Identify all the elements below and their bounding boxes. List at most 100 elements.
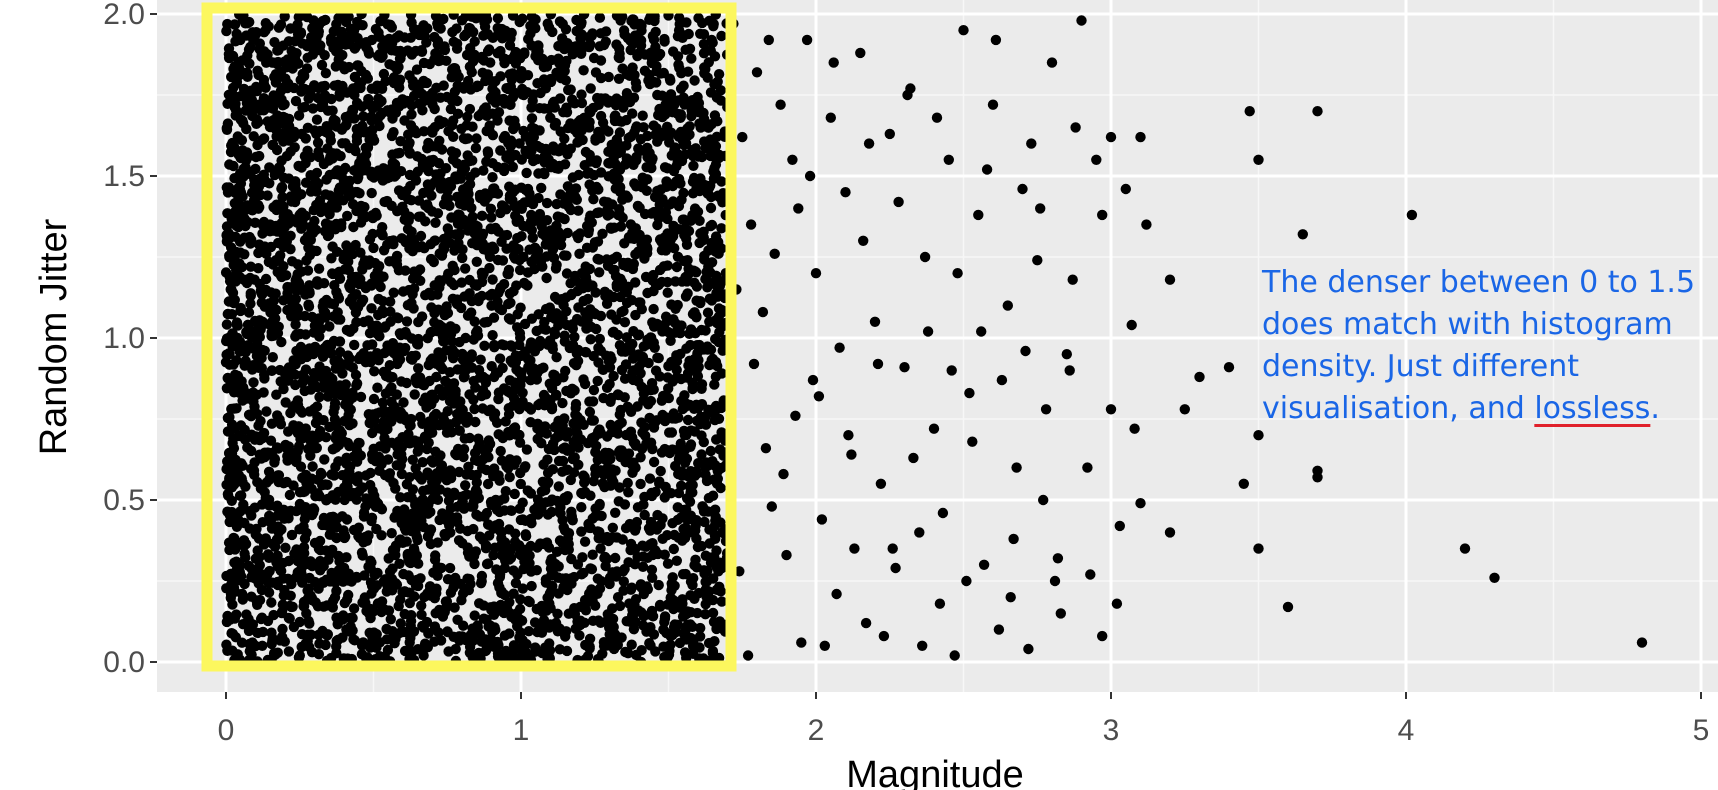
data-point xyxy=(638,122,649,133)
data-point xyxy=(479,317,490,328)
data-point xyxy=(639,49,651,60)
data-point xyxy=(373,293,384,305)
data-point xyxy=(662,287,673,298)
data-point xyxy=(276,524,287,535)
data-point xyxy=(664,137,675,148)
data-point xyxy=(372,598,384,609)
data-point xyxy=(713,152,725,164)
data-point xyxy=(311,167,323,179)
data-point xyxy=(464,389,475,400)
data-point xyxy=(537,261,548,272)
data-point xyxy=(673,25,685,36)
data-point xyxy=(488,183,499,194)
data-point xyxy=(684,355,695,366)
data-point xyxy=(277,192,288,203)
data-point xyxy=(664,103,675,114)
data-point xyxy=(716,223,727,234)
data-point xyxy=(330,532,342,543)
data-point xyxy=(684,121,695,132)
data-point xyxy=(278,295,289,306)
data-point xyxy=(336,389,347,401)
data-point xyxy=(254,278,265,290)
data-point xyxy=(522,183,534,195)
data-point xyxy=(547,158,559,170)
data-point xyxy=(417,105,428,116)
data-point xyxy=(659,611,671,622)
data-points xyxy=(220,8,1648,668)
data-point xyxy=(230,206,241,217)
data-point xyxy=(670,460,681,472)
data-point xyxy=(638,551,649,562)
data-point xyxy=(395,53,406,64)
data-point xyxy=(707,607,719,619)
data-point xyxy=(593,207,605,218)
data-point xyxy=(658,261,670,272)
data-point xyxy=(393,265,405,276)
data-point xyxy=(329,168,340,180)
data-point xyxy=(351,186,363,198)
data-point xyxy=(469,558,480,570)
data-point xyxy=(681,608,692,620)
data-point xyxy=(366,34,378,46)
data-point xyxy=(599,481,610,493)
data-point xyxy=(674,637,686,649)
data-point xyxy=(270,167,281,178)
data-point xyxy=(428,410,440,422)
data-point xyxy=(236,490,247,501)
data-point xyxy=(515,550,527,561)
data-point xyxy=(343,404,354,415)
data-point xyxy=(305,435,316,447)
data-point xyxy=(486,212,497,223)
data-point xyxy=(410,527,421,538)
data-point xyxy=(305,234,316,246)
data-point xyxy=(380,370,392,382)
data-point xyxy=(505,141,516,152)
data-point xyxy=(482,28,493,40)
data-point xyxy=(536,600,547,612)
data-point xyxy=(279,11,290,22)
data-point xyxy=(707,594,719,606)
data-point xyxy=(572,559,584,570)
data-point xyxy=(710,515,721,526)
data-point xyxy=(694,185,705,197)
data-point xyxy=(227,423,238,434)
data-point xyxy=(509,377,520,388)
data-point xyxy=(644,473,656,484)
data-point xyxy=(399,206,410,217)
data-point xyxy=(592,253,603,265)
data-point xyxy=(340,162,351,174)
data-point xyxy=(242,92,253,103)
data-point xyxy=(543,443,555,455)
data-point xyxy=(598,39,610,51)
data-point xyxy=(378,245,390,256)
data-point xyxy=(547,464,558,475)
data-point xyxy=(224,462,235,474)
data-point xyxy=(496,586,507,597)
data-point xyxy=(229,557,240,568)
data-point xyxy=(360,470,372,481)
data-point xyxy=(567,383,578,394)
data-point xyxy=(257,134,268,145)
data-point xyxy=(456,302,467,314)
data-point xyxy=(300,210,311,222)
data-point xyxy=(307,461,318,472)
data-point xyxy=(648,303,659,315)
data-point xyxy=(489,342,500,353)
data-point xyxy=(221,639,232,650)
data-point xyxy=(510,253,521,264)
data-point xyxy=(425,506,436,518)
data-point xyxy=(682,130,693,142)
data-point xyxy=(698,29,710,40)
data-point xyxy=(342,476,353,488)
data-point xyxy=(429,54,440,65)
data-point xyxy=(398,286,409,297)
data-point xyxy=(384,360,395,371)
data-point xyxy=(480,188,491,199)
data-point xyxy=(710,533,721,544)
data-point xyxy=(581,323,592,334)
data-point xyxy=(694,631,706,642)
data-point xyxy=(297,218,308,230)
data-point xyxy=(254,560,265,571)
data-point xyxy=(386,528,397,539)
data-point xyxy=(562,181,574,192)
